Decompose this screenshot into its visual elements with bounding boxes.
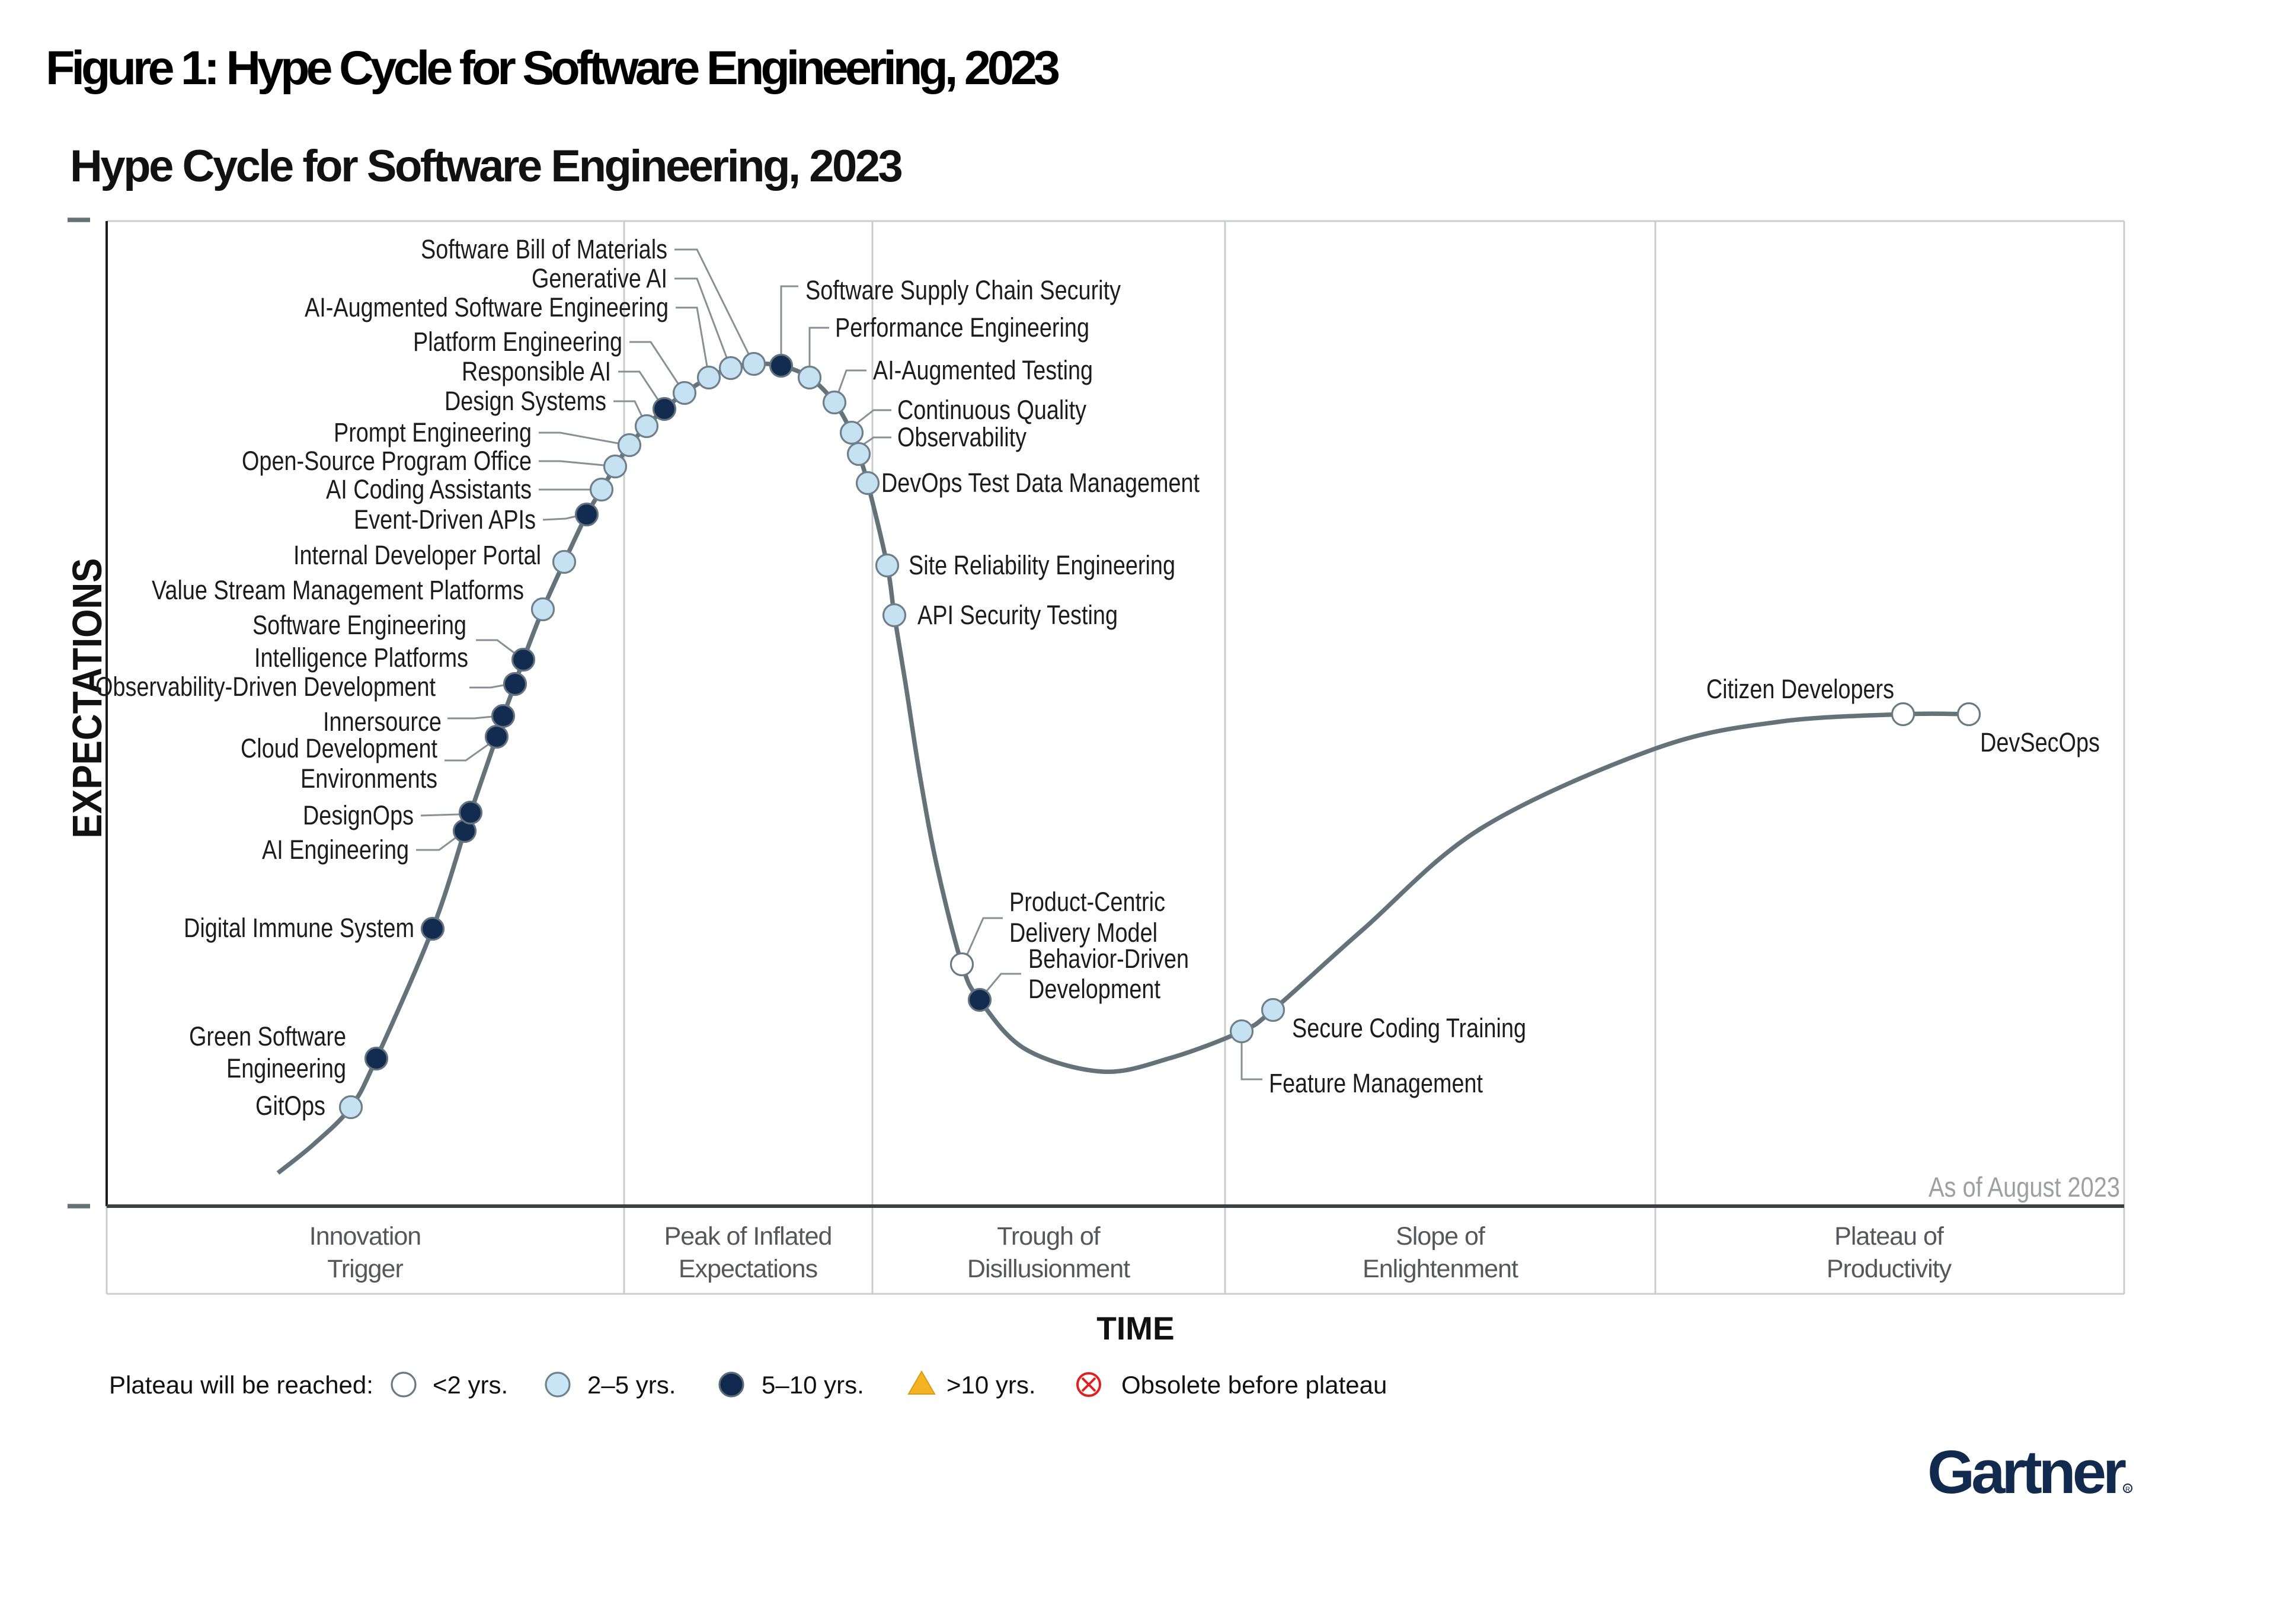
svg-text:Feature Management: Feature Management — [1269, 1068, 1483, 1098]
svg-text:As of August 2023: As of August 2023 — [1929, 1171, 2120, 1203]
svg-text:Productivity: Productivity — [1827, 1255, 1952, 1283]
svg-text:Open-Source Program Office: Open-Source Program Office — [242, 446, 532, 476]
svg-text:Enlightenment: Enlightenment — [1363, 1255, 1518, 1283]
svg-text:Development: Development — [1028, 974, 1160, 1004]
svg-text:2–5 yrs.: 2–5 yrs. — [587, 1371, 676, 1399]
svg-text:Platform Engineering: Platform Engineering — [413, 327, 622, 357]
svg-text:AI Engineering: AI Engineering — [262, 835, 409, 865]
svg-text:Observability-Driven Developme: Observability-Driven Development — [95, 672, 436, 702]
svg-text:Innovation: Innovation — [309, 1222, 421, 1251]
svg-text:Engineering: Engineering — [226, 1053, 346, 1083]
svg-text:Prompt Engineering: Prompt Engineering — [334, 417, 532, 447]
svg-text:Environments: Environments — [300, 763, 437, 794]
svg-text:AI-Augmented Testing: AI-Augmented Testing — [873, 355, 1093, 385]
svg-text:Design Systems: Design Systems — [445, 386, 606, 416]
svg-text:GitOps: GitOps — [255, 1091, 325, 1121]
svg-text:Disillusionment: Disillusionment — [967, 1255, 1130, 1283]
svg-text:Slope of: Slope of — [1396, 1222, 1486, 1251]
svg-text:AI-Augmented Software Engineer: AI-Augmented Software Engineering — [305, 292, 669, 322]
svg-text:Observability: Observability — [897, 422, 1027, 452]
svg-text:R: R — [2125, 1486, 2130, 1493]
svg-text:Citizen Developers: Citizen Developers — [1706, 674, 1894, 704]
svg-text:Expectations: Expectations — [679, 1255, 817, 1283]
svg-text:Value Stream Management Platfo: Value Stream Management Platforms — [152, 575, 524, 605]
svg-text:DesignOps: DesignOps — [303, 800, 414, 830]
svg-text:Behavior-Driven: Behavior-Driven — [1028, 944, 1189, 974]
svg-text:Responsible AI: Responsible AI — [462, 356, 611, 386]
svg-text:EXPECTATIONS: EXPECTATIONS — [64, 558, 110, 839]
svg-text:Cloud Development: Cloud Development — [241, 733, 437, 763]
svg-text:>10 yrs.: >10 yrs. — [946, 1371, 1036, 1399]
svg-text:TIME: TIME — [1096, 1310, 1174, 1347]
svg-text:Trigger: Trigger — [327, 1255, 403, 1283]
svg-text:Figure 1: Hype Cycle for Softw: Figure 1: Hype Cycle for Software Engine… — [46, 41, 1059, 95]
svg-text:Plateau will be reached:: Plateau will be reached: — [109, 1371, 373, 1399]
svg-text:Continuous Quality: Continuous Quality — [897, 395, 1086, 425]
svg-text:Green Software: Green Software — [189, 1021, 346, 1051]
svg-text:Trough of: Trough of — [997, 1222, 1101, 1251]
svg-text:Generative AI: Generative AI — [532, 263, 667, 293]
svg-text:DevSecOps: DevSecOps — [1980, 727, 2100, 757]
svg-text:Software Bill of Materials: Software Bill of Materials — [421, 234, 667, 264]
svg-text:Innersource: Innersource — [323, 706, 442, 737]
svg-text:API Security Testing: API Security Testing — [917, 600, 1118, 630]
svg-text:Digital Immune System: Digital Immune System — [184, 913, 414, 943]
svg-text:<2 yrs.: <2 yrs. — [433, 1371, 508, 1399]
svg-text:Product-Centric: Product-Centric — [1009, 887, 1165, 917]
svg-text:Plateau of: Plateau of — [1834, 1222, 1945, 1251]
svg-text:Site Reliability Engineering: Site Reliability Engineering — [909, 550, 1175, 580]
svg-text:Delivery Model: Delivery Model — [1009, 918, 1157, 948]
svg-text:Obsolete before plateau: Obsolete before plateau — [1121, 1371, 1387, 1399]
svg-text:Performance Engineering: Performance Engineering — [835, 312, 1089, 343]
svg-text:DevOps Test Data Management: DevOps Test Data Management — [881, 468, 1200, 498]
svg-text:Gartner: Gartner — [1927, 1438, 2126, 1506]
svg-text:Software Engineering: Software Engineering — [252, 610, 466, 640]
svg-text:Internal Developer Portal: Internal Developer Portal — [293, 540, 541, 570]
svg-text:Hype Cycle for Software Engine: Hype Cycle for Software Engineering, 202… — [70, 141, 902, 191]
svg-text:Intelligence Platforms: Intelligence Platforms — [254, 642, 468, 673]
svg-text:Secure Coding Training: Secure Coding Training — [1292, 1013, 1526, 1043]
svg-text:Event-Driven APIs: Event-Driven APIs — [354, 504, 536, 535]
svg-text:AI Coding Assistants: AI Coding Assistants — [326, 474, 532, 504]
svg-text:Peak of Inflated: Peak of Inflated — [664, 1222, 832, 1251]
svg-text:5–10 yrs.: 5–10 yrs. — [762, 1371, 864, 1399]
svg-text:Software Supply Chain Security: Software Supply Chain Security — [805, 275, 1121, 305]
